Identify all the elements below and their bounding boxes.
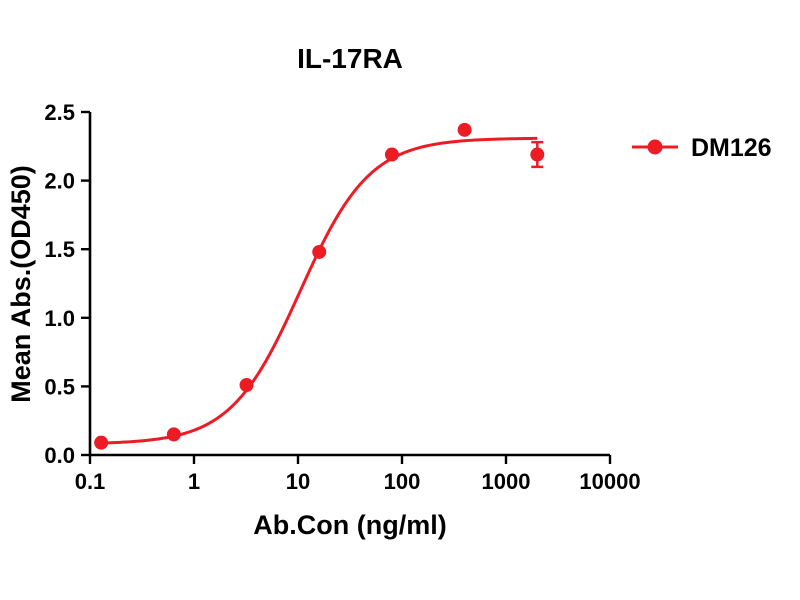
x-tick-label: 1000 bbox=[482, 469, 531, 494]
chart-title: IL-17RA bbox=[297, 43, 403, 74]
y-tick-label: 1.5 bbox=[44, 237, 75, 262]
data-point bbox=[239, 378, 254, 393]
legend: DM126 bbox=[632, 134, 772, 162]
data-point bbox=[312, 244, 327, 259]
legend-label: DM126 bbox=[691, 134, 772, 162]
data-point bbox=[166, 427, 181, 442]
y-axis-label: Mean Abs.(OD450) bbox=[6, 165, 36, 403]
y-tick-label: 0.5 bbox=[44, 374, 75, 399]
data-point bbox=[384, 147, 399, 162]
fit-curve bbox=[101, 136, 538, 445]
y-tick-label: 1.0 bbox=[44, 306, 75, 331]
y-tick-label: 2.5 bbox=[44, 100, 75, 125]
x-tick-label: 100 bbox=[384, 469, 421, 494]
y-tick-label: 0.0 bbox=[44, 443, 75, 468]
x-axis-label: Ab.Con (ng/ml) bbox=[253, 510, 446, 540]
y-tick-label: 2.0 bbox=[44, 169, 75, 194]
data-point bbox=[457, 122, 472, 137]
x-tick-label: 10000 bbox=[579, 469, 640, 494]
legend-marker-icon bbox=[647, 139, 663, 155]
data-point bbox=[94, 435, 109, 450]
x-tick-label: 1 bbox=[188, 469, 200, 494]
plot-area: 0.1 1 10 100 1000 10000 0.0 0.5 1.0 1.5 2.0 2.5 bbox=[44, 100, 640, 494]
x-tick-label: 10 bbox=[286, 469, 310, 494]
data-point bbox=[530, 147, 545, 162]
x-tick-label: 0.1 bbox=[75, 469, 106, 494]
